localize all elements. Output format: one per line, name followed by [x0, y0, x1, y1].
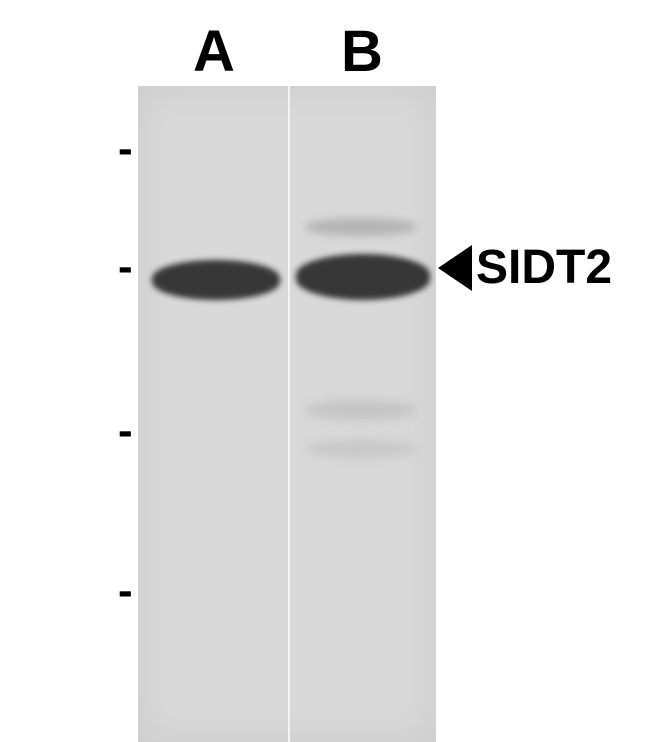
lane-label-A: A [193, 18, 235, 85]
protein-arrow-icon [438, 245, 472, 291]
lane-label-B: B [341, 18, 383, 85]
lane-divider [288, 86, 290, 742]
band-B-1 [296, 254, 430, 300]
band-B-3 [306, 400, 416, 420]
protein-label: SIDT2 [476, 240, 612, 295]
mw-tick-55: - [118, 566, 133, 616]
band-B-2 [306, 218, 416, 236]
mw-tick-100: - [118, 242, 133, 292]
mw-tick-70: - [118, 406, 133, 456]
western-blot-figure: AB 130-100-70-55- SIDT2 [0, 0, 650, 742]
band-A-0 [152, 260, 280, 300]
band-B-4 [306, 440, 416, 458]
mw-tick-130: - [118, 124, 133, 174]
